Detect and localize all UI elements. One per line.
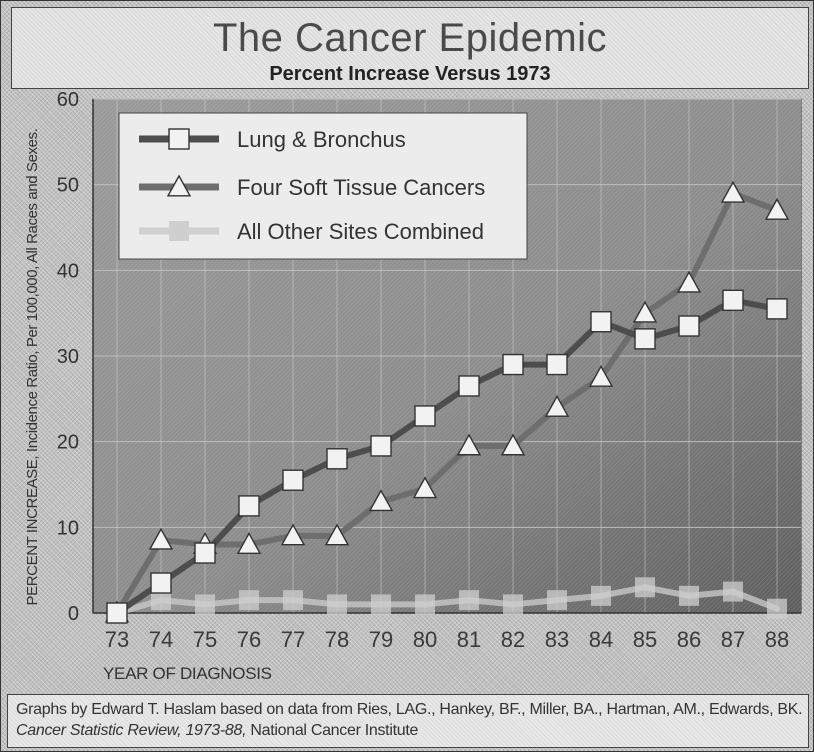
data-point-square [503, 594, 523, 615]
x-tick-label: 73 [105, 627, 129, 652]
data-point-square [282, 469, 304, 491]
x-tick-label: 87 [721, 627, 745, 652]
data-point-square [502, 353, 524, 376]
data-point-square [371, 594, 391, 615]
data-point-square [326, 448, 348, 470]
series-line [114, 190, 780, 616]
chart-subtitle: Percent Increase Versus 1973 [269, 63, 551, 85]
legend-square-marker [168, 128, 190, 150]
x-tick-label: 77 [281, 627, 305, 652]
chart-title: The Cancer Epidemic [212, 16, 608, 60]
data-point-square [238, 495, 260, 517]
data-point-square [679, 585, 699, 606]
data-point-square [722, 289, 744, 312]
data-point-triangle [412, 476, 438, 499]
data-point-square [546, 353, 568, 376]
y-tick-label: 50 [57, 175, 79, 197]
legend-square-marker [169, 221, 189, 241]
x-tick-label: 86 [677, 627, 701, 652]
data-point-square [634, 328, 656, 350]
data-point-square [591, 585, 611, 606]
data-point-triangle [632, 300, 658, 323]
x-tick-label: 80 [413, 627, 437, 652]
data-point-square [415, 594, 435, 615]
y-axis-title: PERCENT INCREASE, Incidence Ratio, Per 1… [24, 129, 41, 606]
data-point-square [458, 375, 480, 397]
source-footer: Graphs by Edward T. Haslam based on data… [7, 694, 809, 748]
x-tick-label: 79 [369, 627, 393, 652]
data-point-triangle [588, 364, 614, 387]
x-tick-label: 84 [589, 627, 613, 652]
data-point-square [590, 311, 612, 333]
data-point-square [635, 577, 655, 598]
footer-credit: Graphs by Edward T. Haslam based on data… [16, 701, 803, 718]
y-tick-label: 10 [57, 517, 79, 539]
data-point-square [370, 435, 392, 457]
data-point-square [195, 594, 215, 615]
y-tick-label: 30 [57, 346, 79, 368]
data-point-square [547, 590, 567, 611]
y-tick-label: 40 [57, 260, 79, 282]
y-tick-label: 60 [57, 89, 79, 111]
data-point-square [327, 594, 347, 615]
data-point-triangle [456, 433, 482, 456]
x-tick-label: 78 [325, 627, 349, 652]
data-point-square [766, 298, 788, 320]
footer-source-title: Cancer Statistic Review, 1973-88, [16, 722, 247, 739]
x-tick-label: 83 [545, 627, 569, 652]
x-tick-label: 82 [501, 627, 525, 652]
x-tick-label: 81 [457, 627, 481, 652]
data-point-triangle [720, 180, 746, 203]
series-2 [107, 577, 787, 623]
data-point-square [767, 598, 787, 619]
data-point-triangle [368, 489, 394, 512]
y-tick-label: 20 [57, 432, 79, 454]
x-axis-title: YEAR OF DIAGNOSIS [103, 664, 272, 683]
x-tick-label: 88 [765, 627, 789, 652]
series-0 [106, 289, 788, 624]
data-point-square [239, 590, 259, 611]
data-point-triangle [280, 523, 306, 546]
data-point-square [194, 542, 216, 564]
data-point-square [150, 572, 172, 594]
data-point-triangle [500, 433, 526, 456]
data-point-square [106, 602, 128, 624]
line-chart: 0 10 20 30 40 50 60 73 74 75 76 77 78 79 80 81 82 83 84 85 8… [24, 89, 802, 683]
footer-source: Cancer Statistic Review, 1973-88, Nation… [16, 722, 418, 740]
data-point-triangle [148, 527, 174, 550]
x-tick-label: 76 [237, 627, 261, 652]
legend-label: Lung & Bronchus [237, 127, 406, 152]
data-point-square [151, 590, 171, 611]
series-line [114, 584, 780, 616]
data-point-square [723, 581, 743, 602]
data-point-triangle [236, 532, 262, 554]
data-point-square [414, 405, 436, 427]
title-box: The Cancer Epidemic Percent Increase Ver… [11, 7, 809, 89]
data-point-triangle [544, 394, 570, 417]
data-point-triangle [764, 197, 790, 220]
legend-label: Four Soft Tissue Cancers [237, 175, 485, 200]
x-tick-label: 75 [193, 627, 217, 652]
y-tick-label: 0 [68, 603, 79, 625]
data-point-square [459, 590, 479, 611]
footer-source-publisher: National Cancer Institute [246, 722, 419, 739]
data-point-square [283, 590, 303, 611]
x-tick-label: 74 [149, 627, 173, 652]
series-line [114, 297, 780, 616]
legend-triangle-marker [166, 174, 192, 197]
x-tick-label: 85 [633, 627, 657, 652]
data-point-triangle [324, 523, 350, 546]
data-point-triangle [676, 270, 702, 293]
data-point-square [678, 315, 700, 337]
legend-label: All Other Sites Combined [237, 219, 484, 244]
